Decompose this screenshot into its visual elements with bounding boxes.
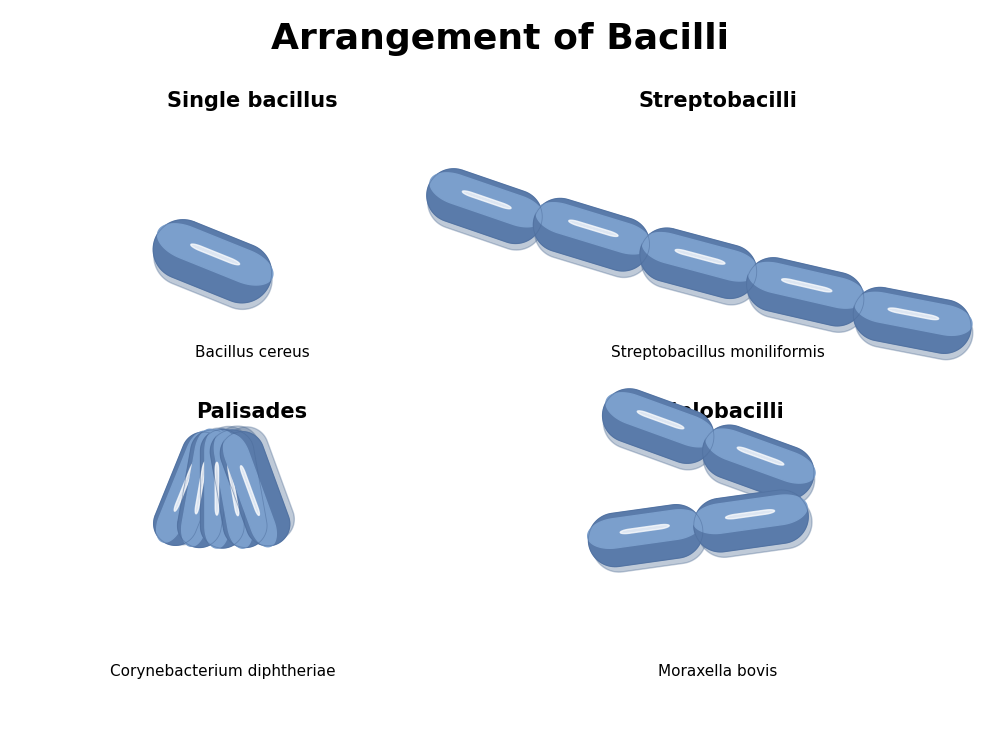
Polygon shape xyxy=(206,427,250,545)
Polygon shape xyxy=(154,226,272,310)
Polygon shape xyxy=(214,431,252,548)
Polygon shape xyxy=(642,232,758,281)
Polygon shape xyxy=(462,191,511,208)
Polygon shape xyxy=(853,287,971,353)
Polygon shape xyxy=(154,432,226,545)
Polygon shape xyxy=(620,524,669,533)
Polygon shape xyxy=(640,228,757,298)
Polygon shape xyxy=(726,510,775,519)
Polygon shape xyxy=(641,235,758,305)
Polygon shape xyxy=(201,430,244,548)
Polygon shape xyxy=(224,434,276,547)
Polygon shape xyxy=(588,510,702,548)
Polygon shape xyxy=(174,462,195,512)
Polygon shape xyxy=(178,430,234,548)
Polygon shape xyxy=(534,205,651,278)
Polygon shape xyxy=(782,279,832,292)
Polygon shape xyxy=(603,389,714,464)
Polygon shape xyxy=(216,426,272,544)
Polygon shape xyxy=(210,430,267,548)
Polygon shape xyxy=(182,429,220,546)
Polygon shape xyxy=(430,172,543,226)
Polygon shape xyxy=(428,176,543,250)
Text: Streptobacillus moniliformis: Streptobacillus moniliformis xyxy=(611,345,825,360)
Text: Bacillus cereus: Bacillus cereus xyxy=(195,345,309,360)
Polygon shape xyxy=(184,428,241,545)
Polygon shape xyxy=(569,220,618,236)
Polygon shape xyxy=(703,432,815,506)
Polygon shape xyxy=(855,294,973,360)
Polygon shape xyxy=(749,262,865,308)
Polygon shape xyxy=(748,264,865,332)
Text: Palisades: Palisades xyxy=(197,402,308,422)
Polygon shape xyxy=(533,199,650,271)
Polygon shape xyxy=(855,292,972,335)
Polygon shape xyxy=(588,505,703,566)
Polygon shape xyxy=(153,220,272,303)
Polygon shape xyxy=(225,427,294,541)
Polygon shape xyxy=(737,447,784,465)
Polygon shape xyxy=(158,224,273,285)
Polygon shape xyxy=(195,462,206,514)
Polygon shape xyxy=(603,395,715,470)
Polygon shape xyxy=(592,510,707,572)
Polygon shape xyxy=(693,495,807,533)
Polygon shape xyxy=(706,429,815,483)
Polygon shape xyxy=(215,462,219,515)
Text: Moraxella bovis: Moraxella bovis xyxy=(658,664,778,680)
Polygon shape xyxy=(157,431,212,542)
Text: Diplobacilli: Diplobacilli xyxy=(653,402,784,422)
Polygon shape xyxy=(675,250,725,264)
Polygon shape xyxy=(694,490,808,552)
Polygon shape xyxy=(888,308,939,320)
Text: Streptobacilli: Streptobacilli xyxy=(639,91,798,110)
Text: Single bacillus: Single bacillus xyxy=(167,91,337,110)
Polygon shape xyxy=(536,202,651,254)
Polygon shape xyxy=(240,466,259,515)
Polygon shape xyxy=(703,425,814,500)
Polygon shape xyxy=(191,244,240,265)
Polygon shape xyxy=(220,432,290,546)
Text: Corynebacterium diphtheriae: Corynebacterium diphtheriae xyxy=(110,664,335,680)
Polygon shape xyxy=(606,393,715,447)
Polygon shape xyxy=(427,169,542,244)
Polygon shape xyxy=(160,431,232,544)
Polygon shape xyxy=(698,496,812,557)
Polygon shape xyxy=(637,411,684,429)
Polygon shape xyxy=(205,430,229,548)
Polygon shape xyxy=(747,258,864,326)
Text: Arrangement of Bacilli: Arrangement of Bacilli xyxy=(271,22,729,56)
Polygon shape xyxy=(228,464,239,516)
